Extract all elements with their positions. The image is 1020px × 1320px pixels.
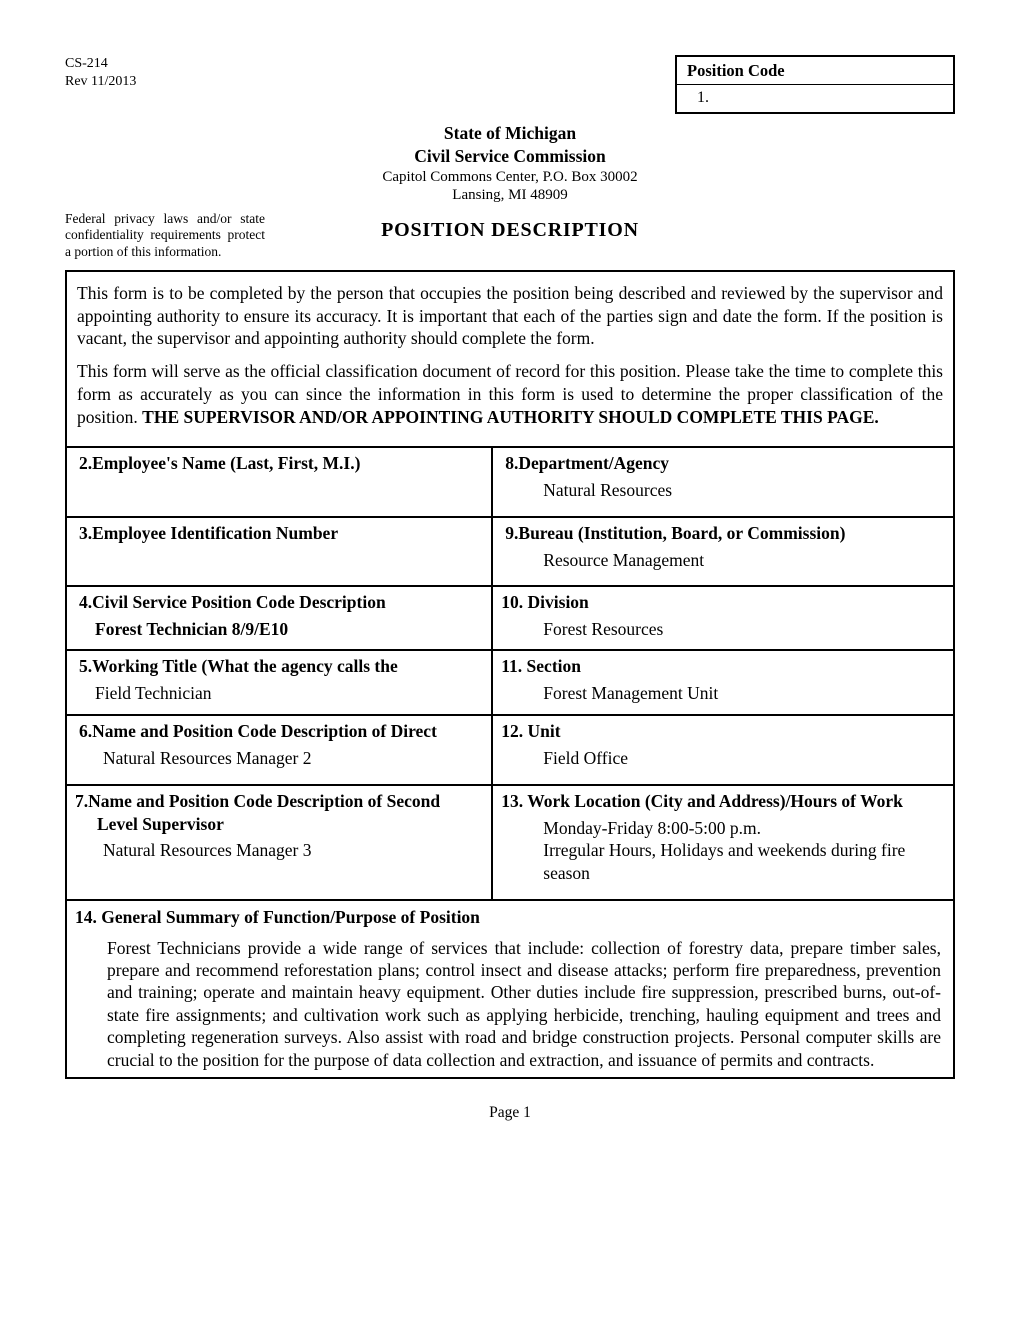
header-state: State of Michigan: [65, 122, 955, 145]
form-revision: Rev 11/2013: [65, 73, 136, 91]
f13-label: 13. Work Location (City and Address)/Hou…: [501, 790, 945, 813]
f6-value: Natural Resources Manager 2: [75, 743, 483, 780]
f3-label: 3.Employee Identification Number: [75, 522, 483, 545]
f12-value: Field Office: [501, 743, 945, 780]
position-code-value: 1.: [677, 85, 953, 112]
f7-label: 7.Name and Position Code Description of …: [75, 790, 483, 836]
f10-value: Forest Resources: [501, 614, 945, 645]
f10-label: 10. Division: [501, 591, 945, 614]
header-row2: Federal privacy laws and/or state confid…: [65, 211, 955, 260]
f5-label: 5.Working Title (What the agency calls t…: [75, 655, 483, 678]
page-number: Page 1: [65, 1103, 955, 1123]
header-addr2: Lansing, MI 48909: [65, 186, 955, 205]
privacy-note: Federal privacy laws and/or state confid…: [65, 211, 265, 260]
f5-value: Field Technician: [75, 678, 483, 711]
header-commission: Civil Service Commission: [65, 145, 955, 168]
f14-body: Forest Technicians provide a wide range …: [67, 937, 953, 1077]
intro-p2: This form will serve as the official cla…: [77, 360, 943, 428]
f12-label: 12. Unit: [501, 720, 945, 743]
f4-value: Forest Technician 8/9/E10: [75, 614, 483, 645]
f13-value1: Monday-Friday 8:00-5:00 p.m.: [501, 813, 945, 840]
form-box: This form is to be completed by the pers…: [65, 270, 955, 1079]
form-meta: CS-214 Rev 11/2013: [65, 55, 136, 90]
f7-value: Natural Resources Manager 3: [75, 835, 483, 872]
f8-label: 8.Department/Agency: [501, 452, 945, 475]
position-code-box: Position Code 1.: [675, 55, 955, 114]
position-description-title: POSITION DESCRIPTION: [265, 211, 755, 243]
f4-label: 4.Civil Service Position Code Descriptio…: [75, 591, 483, 614]
position-code-label: Position Code: [677, 57, 953, 85]
f14-label: 14. General Summary of Function/Purpose …: [67, 899, 953, 937]
intro-p1: This form is to be completed by the pers…: [77, 282, 943, 350]
f11-label: 11. Section: [501, 655, 945, 678]
center-header: State of Michigan Civil Service Commissi…: [65, 122, 955, 205]
intro-p2b: THE SUPERVISOR AND/OR APPOINTING AUTHORI…: [142, 407, 879, 427]
f6-label: 6.Name and Position Code Description of …: [75, 720, 483, 743]
f9-value: Resource Management: [501, 545, 945, 582]
f11-value: Forest Management Unit: [501, 678, 945, 711]
f2-label: 2.Employee's Name (Last, First, M.I.): [75, 452, 483, 475]
f9-label: 9.Bureau (Institution, Board, or Commiss…: [501, 522, 945, 545]
f8-value: Natural Resources: [501, 475, 945, 512]
f2-value: [75, 475, 483, 489]
f13-value2: Irregular Hours, Holidays and weekends d…: [501, 839, 945, 895]
intro-block: This form is to be completed by the pers…: [67, 272, 953, 447]
form-number: CS-214: [65, 55, 136, 73]
header-addr1: Capitol Commons Center, P.O. Box 30002: [65, 168, 955, 187]
f3-value: [75, 545, 483, 559]
fields-table: 2.Employee's Name (Last, First, M.I.) 8.…: [67, 446, 953, 899]
top-row: CS-214 Rev 11/2013 Position Code 1.: [65, 55, 955, 114]
